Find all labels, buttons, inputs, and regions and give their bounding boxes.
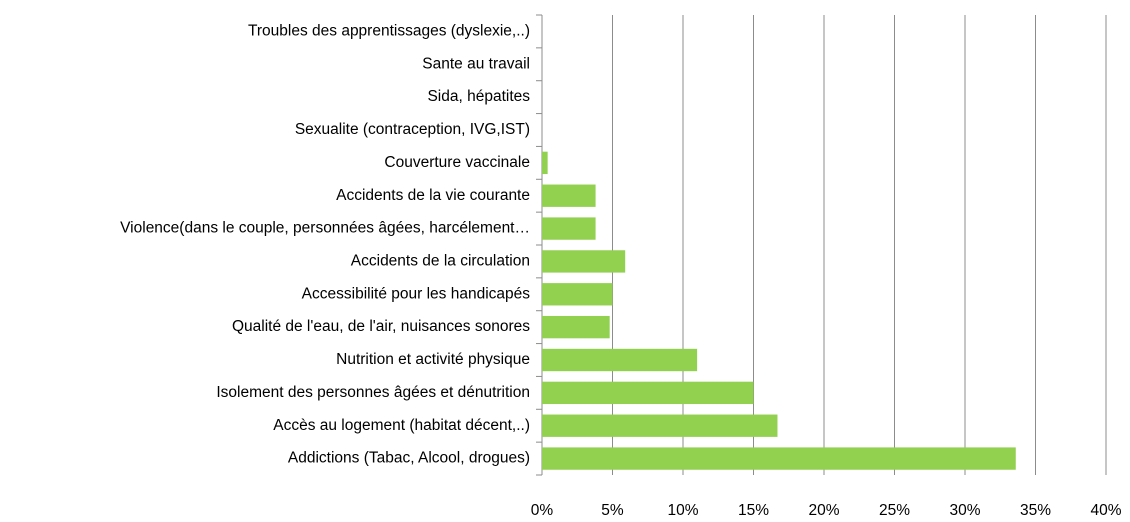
x-tick-label: 10% [667, 502, 698, 519]
x-tick-label: 0% [531, 502, 554, 519]
x-tick-label: 30% [949, 502, 980, 519]
y-tick-label: Troubles des apprentissages (dyslexie,..… [248, 23, 530, 40]
bar [542, 315, 610, 339]
bar [542, 348, 698, 372]
bar [542, 414, 778, 437]
x-tick-label: 40% [1090, 502, 1121, 519]
x-tick-label: 15% [738, 502, 769, 519]
y-tick-label: Accessibilité pour les handicapés [302, 285, 531, 302]
y-tick-label: Sida, hépatites [427, 88, 530, 105]
x-tick-label: 35% [1020, 502, 1051, 519]
y-tick-label: Addictions (Tabac, Alcool, drogues) [288, 450, 530, 467]
x-tick-label: 5% [601, 502, 624, 519]
bar [542, 217, 596, 240]
y-tick-label: Couverture vaccinale [384, 154, 530, 171]
bar [542, 250, 626, 273]
y-tick-label: Accès au logement (habitat décent,..) [273, 417, 530, 434]
y-tick-label: Nutrition et activité physique [336, 351, 530, 368]
bar [542, 184, 596, 207]
bar [542, 381, 754, 405]
x-tick-label: 20% [808, 502, 839, 519]
y-tick-label: Violence(dans le couple, personnées âgée… [120, 220, 530, 237]
bar [542, 447, 1016, 470]
y-tick-label: Sexualite (contraception, IVG,IST) [295, 121, 530, 138]
y-tick-label: Sante au travail [422, 55, 530, 72]
y-tick-label: Qualité de l'eau, de l'air, nuisances so… [232, 318, 530, 335]
bar [542, 283, 613, 306]
bar [542, 151, 548, 175]
y-tick-label: Isolement des personnes âgées et dénutri… [216, 384, 530, 401]
x-tick-label: 25% [879, 502, 910, 519]
y-tick-label: Accidents de la circulation [351, 253, 530, 270]
y-tick-label: Accidents de la vie courante [336, 187, 530, 204]
